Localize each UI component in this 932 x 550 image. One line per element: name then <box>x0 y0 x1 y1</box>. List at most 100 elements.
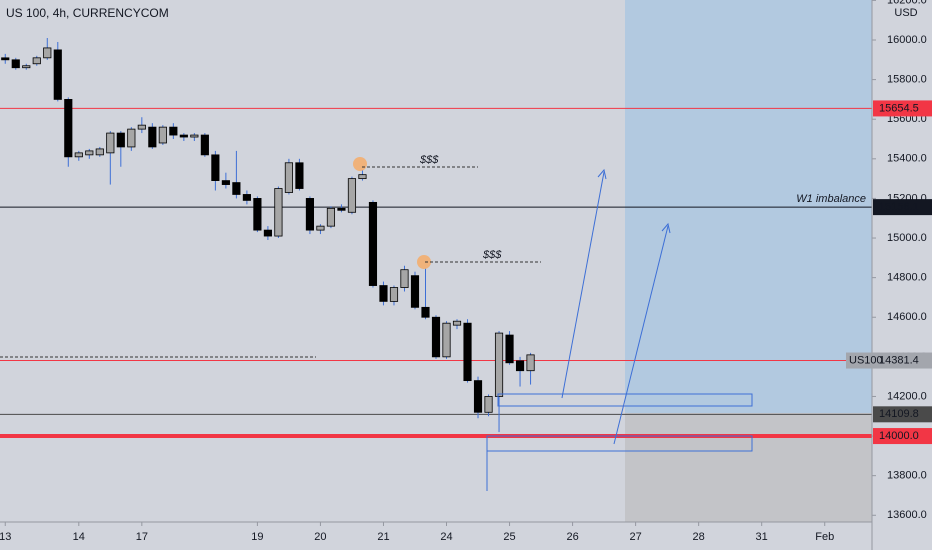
candle-body <box>211 154 220 182</box>
x-tick-label: 17 <box>136 531 148 543</box>
candle-body <box>53 49 62 100</box>
candle-body <box>106 132 115 154</box>
x-tick-label: 20 <box>314 531 326 543</box>
currency: USD <box>894 7 917 19</box>
candle-body <box>43 47 52 59</box>
price-label-bg <box>873 352 932 369</box>
candle-body <box>158 126 167 144</box>
level-note: W1 imbalance <box>796 193 866 205</box>
candle-body <box>85 150 94 156</box>
y-tick-label: 13800.0 <box>887 470 927 482</box>
candle-body <box>169 126 178 136</box>
candle-body <box>347 178 357 213</box>
candle-body <box>179 134 188 138</box>
candle-body <box>494 332 504 397</box>
candle-body <box>11 59 20 69</box>
x-tick-label: 13 <box>0 531 11 543</box>
candle-body <box>379 285 388 302</box>
candle-body <box>190 134 199 138</box>
candle-body <box>95 148 104 156</box>
x-tick-label: 14 <box>73 531 85 543</box>
price-label: 14000.0 <box>879 430 919 442</box>
price-label-bg <box>873 428 932 445</box>
symbol-tag: US100 <box>849 354 883 366</box>
candle-body <box>442 322 451 358</box>
y-tick-label: 13600.0 <box>887 509 927 521</box>
candle-body <box>431 316 441 358</box>
x-tick-label: 19 <box>251 531 263 543</box>
candle-body <box>421 306 430 318</box>
candle-body <box>368 201 378 286</box>
price-label-bg <box>873 406 932 423</box>
candle-body <box>326 207 336 227</box>
x-tick-label: 24 <box>440 531 452 543</box>
candle-body <box>316 225 325 231</box>
candle-body <box>389 287 399 302</box>
annotation: $$$ <box>419 154 439 166</box>
arrow <box>561 171 605 399</box>
chart-title: US 100, 4h, CURRENCYCOM <box>6 6 169 20</box>
price-label-bg <box>873 100 932 117</box>
candle-body <box>410 275 420 308</box>
price-label: 15654.5 <box>879 102 919 114</box>
candle-body <box>242 194 251 201</box>
candle-body <box>1 57 10 61</box>
x-tick-label: 21 <box>377 531 389 543</box>
x-tick-label: 28 <box>693 531 705 543</box>
candle-body <box>274 188 283 237</box>
candle-body <box>505 334 514 364</box>
y-tick-label: 14200.0 <box>887 390 927 402</box>
candle-body <box>515 360 525 372</box>
price-label: 14381.4 <box>879 354 919 366</box>
y-tick-label: 15800.0 <box>887 74 927 86</box>
candle-body <box>137 124 146 130</box>
y-tick-label: 16200.0 <box>887 0 927 6</box>
candle-body <box>232 182 241 195</box>
y-tick-label: 15000.0 <box>887 232 927 244</box>
arrow-head <box>597 168 607 180</box>
arrow <box>613 225 669 445</box>
y-tick-label: 16000.0 <box>887 34 927 46</box>
zone-box <box>497 393 753 407</box>
candle-body <box>74 152 83 158</box>
candle-body <box>452 320 462 326</box>
candle-body <box>400 269 409 288</box>
x-tick-label: 26 <box>566 531 578 543</box>
candle-body <box>221 180 230 185</box>
candle-body <box>526 354 535 372</box>
candle-body <box>64 99 73 158</box>
candle-body <box>253 198 262 231</box>
price-label-bg <box>873 199 932 216</box>
candle-body <box>484 396 493 413</box>
arrow-head <box>661 222 671 234</box>
candle-body <box>305 198 315 231</box>
y-tick-label: 14800.0 <box>887 272 927 284</box>
candle-body <box>32 57 41 65</box>
price-label: 14109.8 <box>879 408 919 420</box>
candle-body <box>358 174 367 180</box>
price-label: 15156.1 <box>879 201 919 213</box>
candle-body <box>200 134 209 156</box>
candle-body <box>22 65 31 69</box>
price-axis <box>872 0 932 550</box>
symbol-tag-bg <box>846 352 880 369</box>
candle-body <box>127 128 136 148</box>
y-tick-label: 14600.0 <box>887 311 927 323</box>
candle-body <box>148 126 157 148</box>
annotation: $$$ <box>482 249 502 261</box>
x-tick-label: 27 <box>629 531 641 543</box>
candle-body <box>263 229 272 237</box>
candle-body <box>473 380 483 413</box>
high-marker <box>417 255 431 269</box>
y-tick-label: 15400.0 <box>887 153 927 165</box>
x-tick-label: Feb <box>815 531 834 543</box>
high-marker <box>353 157 367 171</box>
range-zone <box>625 413 872 522</box>
candle-body <box>295 162 304 189</box>
candle-body <box>284 162 293 193</box>
target-zone <box>625 0 872 413</box>
candle-body <box>337 207 346 211</box>
x-tick-label: 25 <box>503 531 515 543</box>
